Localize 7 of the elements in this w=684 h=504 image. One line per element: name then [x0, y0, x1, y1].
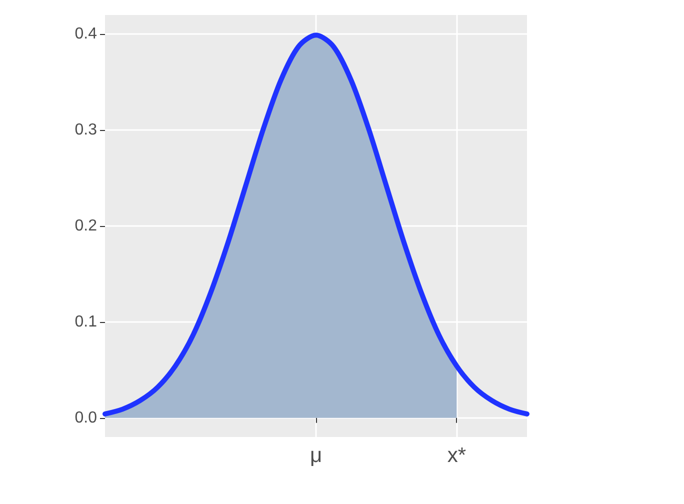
- x-tick-label: μ: [310, 444, 322, 467]
- y-tick-label: 0.2: [74, 218, 98, 234]
- y-tick-label: 0.3: [74, 122, 98, 139]
- x-tick-label: x*: [447, 444, 466, 467]
- y-tick-label: 0.4: [74, 26, 98, 43]
- y-tick-label: 0.0: [74, 409, 98, 426]
- y-tick-label: 0.1: [74, 313, 98, 330]
